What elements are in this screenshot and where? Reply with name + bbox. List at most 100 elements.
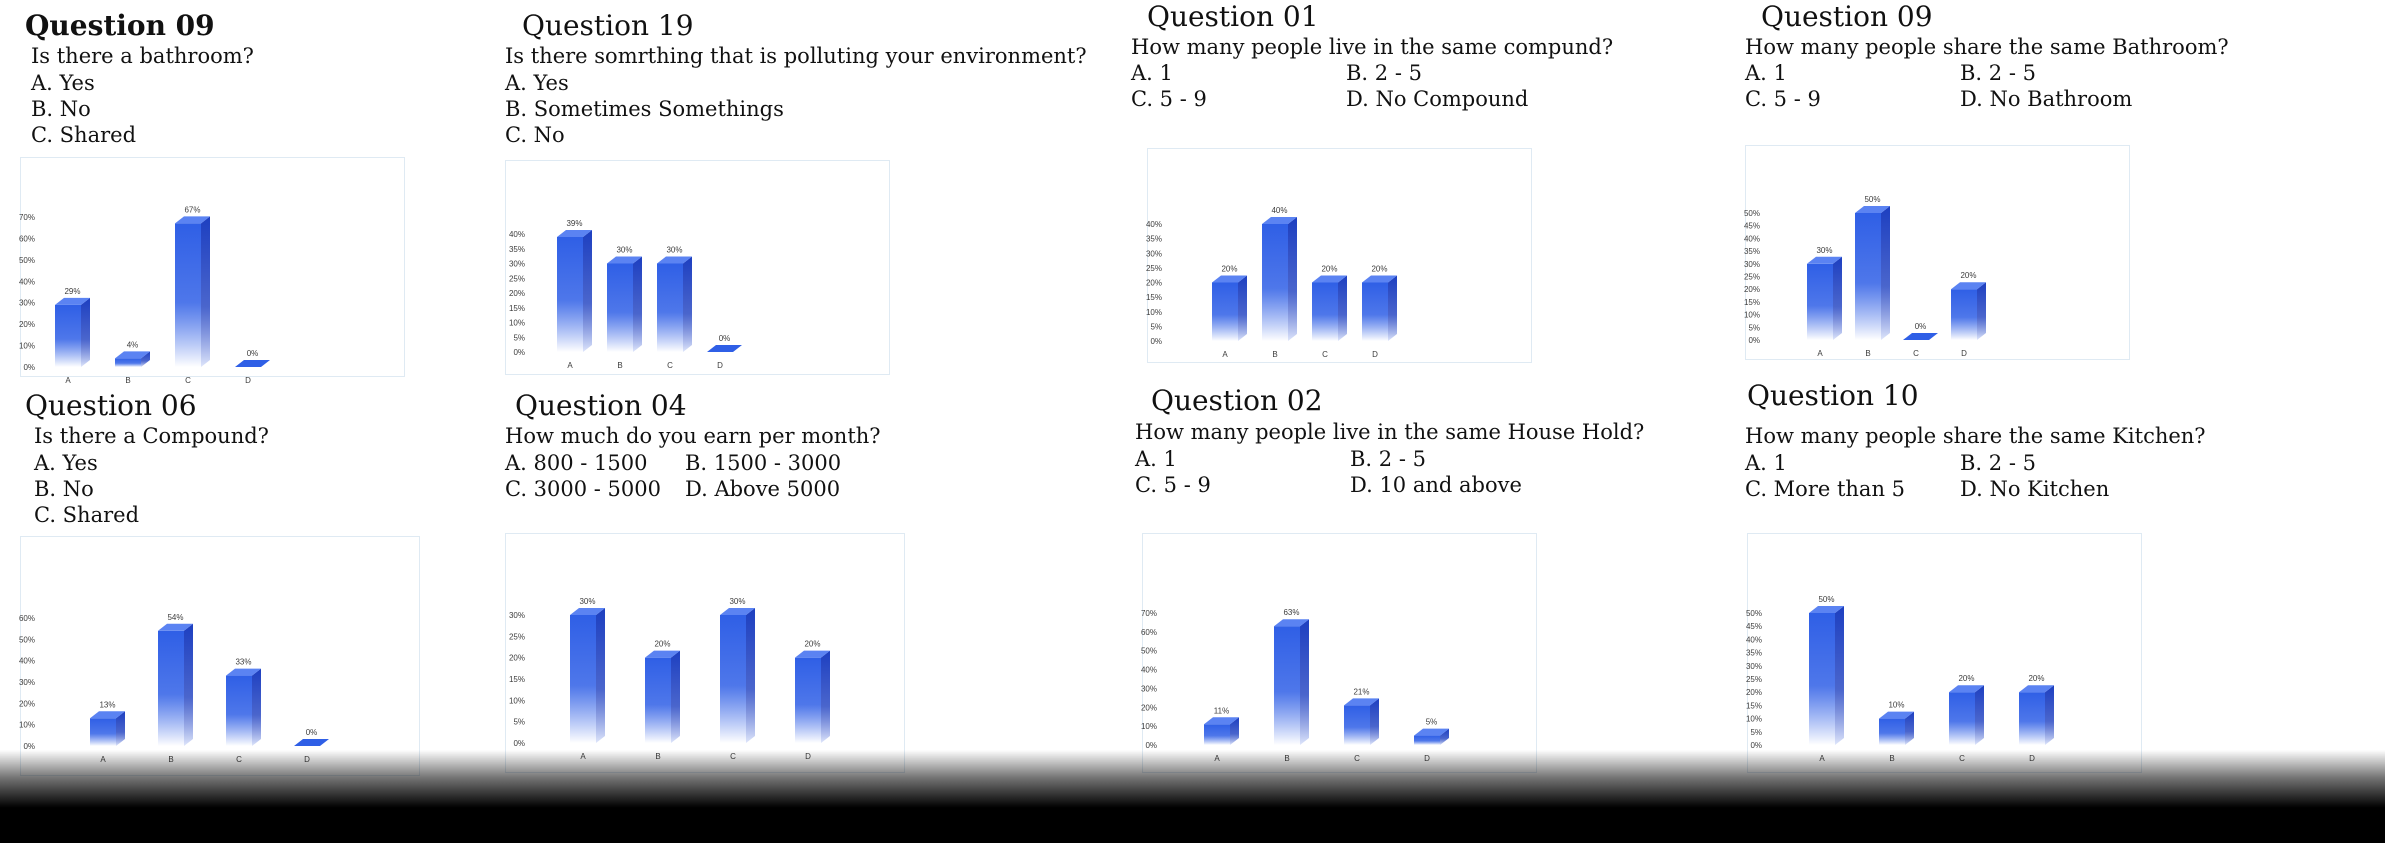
y-tick-label: 30% — [509, 260, 525, 269]
y-tick-label: 25% — [509, 632, 525, 641]
data-label: 0% — [306, 728, 318, 737]
y-tick-label: 10% — [509, 696, 525, 705]
question-title: Question 19 — [522, 9, 694, 42]
data-label: 33% — [235, 658, 251, 667]
category-label: D — [245, 376, 251, 385]
bottom-shadow — [0, 750, 2385, 843]
bar-c — [720, 608, 755, 743]
bar-b — [607, 256, 642, 352]
y-tick-label: 0% — [1750, 741, 1762, 750]
data-label: 30% — [729, 597, 745, 606]
data-label: 13% — [99, 700, 115, 709]
option-a: A. Yes — [31, 71, 95, 95]
y-tick-label: 40% — [509, 230, 525, 239]
chart-frame — [1147, 148, 1532, 363]
y-tick-label: 40% — [1141, 666, 1157, 675]
y-tick-label: 10% — [19, 342, 35, 351]
y-tick-label: 0% — [1150, 337, 1162, 346]
data-label: 39% — [566, 219, 582, 228]
y-tick-label: 20% — [19, 320, 35, 329]
bar-chart-q01-compound-people: 0% 5% 10% 15% 20% 25% 30% 35% 40% 20% A 40% B 20% C 20%… — [1146, 148, 1532, 363]
y-tick-label: 40% — [19, 277, 35, 286]
option-c: C. Shared — [34, 503, 140, 527]
question-title: Question 09 — [1761, 0, 1933, 33]
bar-a — [1204, 717, 1239, 745]
y-tick-label: 60% — [19, 614, 35, 623]
bar-c — [1312, 275, 1347, 341]
data-label: 54% — [167, 613, 183, 622]
question-title: Question 02 — [1151, 384, 1323, 417]
data-label: 30% — [1816, 246, 1832, 255]
y-tick-label: 5% — [1750, 728, 1762, 737]
bar-d — [795, 650, 830, 743]
y-tick-label: 10% — [1746, 715, 1762, 724]
data-label: 20% — [1958, 674, 1974, 683]
y-tick-label: 25% — [1146, 264, 1162, 273]
question-text: Is there a bathroom? — [31, 44, 254, 68]
bar-a — [1212, 275, 1247, 341]
data-label: 30% — [666, 246, 682, 255]
y-tick-label: 50% — [1744, 209, 1760, 218]
option-a: A. 1 — [1131, 61, 1173, 85]
y-tick-label: 15% — [509, 304, 525, 313]
option-b: B. No — [31, 97, 91, 121]
data-label: 40% — [1271, 206, 1287, 215]
bar-b — [1274, 619, 1309, 745]
option-c: C. More than 5 — [1745, 477, 1906, 501]
y-tick-label: 15% — [1146, 293, 1162, 302]
data-label: 67% — [184, 205, 200, 214]
bar-chart-q06-compound: 0%10%20%30%40%50%60%13%A54%B33%C0%D — [19, 536, 420, 776]
bar-a — [1809, 606, 1844, 745]
y-tick-label: 35% — [1146, 235, 1162, 244]
bar-b — [115, 351, 150, 367]
bar-a — [55, 297, 90, 367]
bar-c — [226, 668, 261, 746]
option-b: B. 2 - 5 — [1960, 61, 2036, 85]
option-d: D. No Kitchen — [1960, 477, 2110, 501]
y-tick-label: 5% — [513, 718, 525, 727]
chart-frame — [1747, 533, 2142, 773]
y-tick-label: 30% — [1744, 260, 1760, 269]
category-label: B — [125, 376, 130, 385]
question-text: How many people share the same Bathroom? — [1745, 35, 2229, 59]
data-label: 20% — [1321, 265, 1337, 274]
bar-d — [2019, 685, 2054, 745]
data-label: 29% — [64, 287, 80, 296]
y-tick-label: 30% — [1146, 249, 1162, 258]
y-tick-label: 40% — [1746, 635, 1762, 644]
data-label: 20% — [654, 640, 670, 649]
bar-c — [1903, 333, 1938, 340]
y-tick-label: 30% — [19, 678, 35, 687]
bar-chart-q04-income: 0%5%10%15%20%25%30%30%A20%B30%C20%D — [505, 533, 905, 773]
bar-c — [1949, 685, 1984, 745]
chart-frame — [20, 536, 420, 776]
option-b: B. 1500 - 3000 — [685, 451, 842, 475]
data-label: 50% — [1818, 595, 1834, 604]
y-tick-label: 0% — [513, 739, 525, 748]
data-label: 63% — [1283, 608, 1299, 617]
y-tick-label: 40% — [1744, 234, 1760, 243]
category-label: A — [1222, 350, 1228, 359]
option-c: C. Shared — [31, 123, 137, 147]
category-label: C — [1913, 349, 1919, 358]
y-tick-label: 5% — [1748, 323, 1760, 332]
y-tick-label: 15% — [1744, 298, 1760, 307]
category-label: B — [1865, 349, 1870, 358]
y-tick-label: 35% — [509, 245, 525, 254]
data-label: 20% — [1371, 265, 1387, 274]
y-tick-label: 25% — [509, 274, 525, 283]
y-tick-label: 50% — [1746, 609, 1762, 618]
y-tick-label: 30% — [19, 299, 35, 308]
data-label: 20% — [1221, 265, 1237, 274]
question-text: How many people live in the same House H… — [1135, 420, 1645, 444]
y-tick-label: 35% — [1744, 247, 1760, 256]
bar-a — [570, 608, 605, 743]
y-tick-label: 10% — [1744, 311, 1760, 320]
bar-b — [1855, 206, 1890, 340]
question-title: Question 06 — [25, 389, 197, 422]
option-d: D. No Bathroom — [1960, 87, 2133, 111]
data-label: 20% — [804, 640, 820, 649]
option-d: D. 10 and above — [1350, 473, 1522, 497]
data-label: 10% — [1888, 701, 1904, 710]
y-tick-label: 30% — [1141, 684, 1157, 693]
